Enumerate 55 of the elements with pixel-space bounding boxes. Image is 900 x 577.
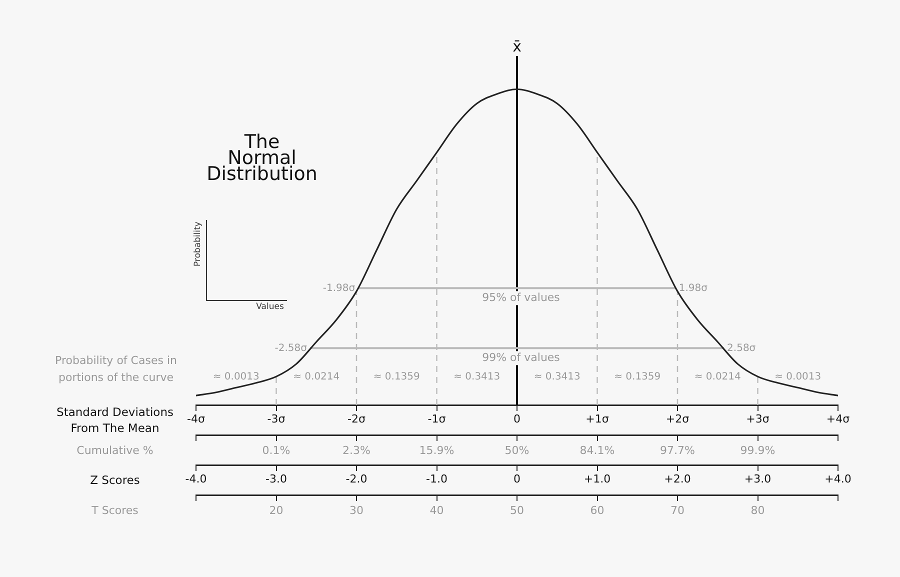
x2-axis-title: Z Scores bbox=[90, 472, 140, 487]
annotation: ≈ 0.1359 bbox=[614, 372, 661, 383]
series-label: 95% of values bbox=[482, 291, 560, 304]
annotation: ≈ 0.0013 bbox=[774, 372, 822, 383]
annotation: 1.98σ bbox=[678, 282, 708, 294]
text: 60 bbox=[590, 504, 604, 517]
text: 0.1% bbox=[262, 444, 290, 457]
text: 2.3% bbox=[342, 444, 370, 457]
x-tick-label: -1σ bbox=[428, 412, 446, 426]
annotation: ≈ 0.0013 bbox=[212, 372, 260, 383]
ref-line-label: x̄ bbox=[512, 37, 522, 56]
x2-tick-label: -1.0 bbox=[426, 472, 448, 486]
series-label: 99% of values bbox=[482, 351, 560, 364]
annotation: Probability bbox=[193, 222, 204, 266]
text: 80 bbox=[750, 504, 765, 517]
annotation: ≈ 0.1359 bbox=[373, 372, 420, 383]
x2-tick-label: +4.0 bbox=[824, 472, 852, 486]
text: Cumulative % bbox=[76, 444, 154, 457]
annotation: Values bbox=[256, 302, 284, 312]
x-tick-label: -3σ bbox=[267, 412, 286, 426]
x2-tick-label: +3.0 bbox=[744, 472, 772, 486]
text: 15.9% bbox=[419, 444, 454, 457]
text: 97.7% bbox=[660, 444, 695, 457]
x-tick-label: -2σ bbox=[348, 412, 366, 426]
text: 99.9% bbox=[740, 444, 776, 457]
annotation: ≈ 0.0214 bbox=[293, 372, 340, 383]
text: 70 bbox=[670, 504, 684, 517]
text: 84.1% bbox=[580, 444, 615, 457]
annotation: -1.98σ bbox=[322, 282, 356, 294]
annotation: ≈ 0.0214 bbox=[694, 372, 741, 383]
text: 40 bbox=[430, 504, 444, 517]
text: The Normal Distribution bbox=[206, 130, 318, 185]
x-tick-label: +4σ bbox=[826, 412, 850, 426]
text: Probability of Cases in portions of the curve bbox=[55, 354, 177, 384]
annotation: ≈ 0.3413 bbox=[534, 372, 580, 383]
annotation: ≈ 0.3413 bbox=[454, 372, 500, 383]
annotation: -2.58σ bbox=[274, 342, 308, 354]
x-tick-label: -4σ bbox=[187, 412, 205, 426]
text: T Scores bbox=[90, 504, 139, 517]
x-tick-label: +3σ bbox=[746, 412, 770, 426]
x-axis-title: Standard Deviations From The Mean bbox=[56, 404, 174, 435]
annotation: 2.58σ bbox=[727, 342, 756, 354]
x-tick-label: 0 bbox=[514, 412, 520, 426]
x2-tick-label: +2.0 bbox=[664, 472, 691, 486]
text: 20 bbox=[269, 504, 284, 517]
x2-tick-label: 0 bbox=[514, 472, 520, 486]
x2-tick-label: -3.0 bbox=[266, 472, 287, 486]
text: 30 bbox=[350, 504, 364, 517]
x-tick-label: +2σ bbox=[666, 412, 690, 426]
text: 50 bbox=[510, 504, 524, 517]
x2-tick-label: -2.0 bbox=[346, 472, 368, 486]
x2-tick-label: +1.0 bbox=[584, 472, 611, 486]
text: 50% bbox=[504, 444, 530, 457]
x2-tick-label: -4.0 bbox=[185, 472, 207, 486]
x-tick-label: +1σ bbox=[586, 412, 609, 426]
